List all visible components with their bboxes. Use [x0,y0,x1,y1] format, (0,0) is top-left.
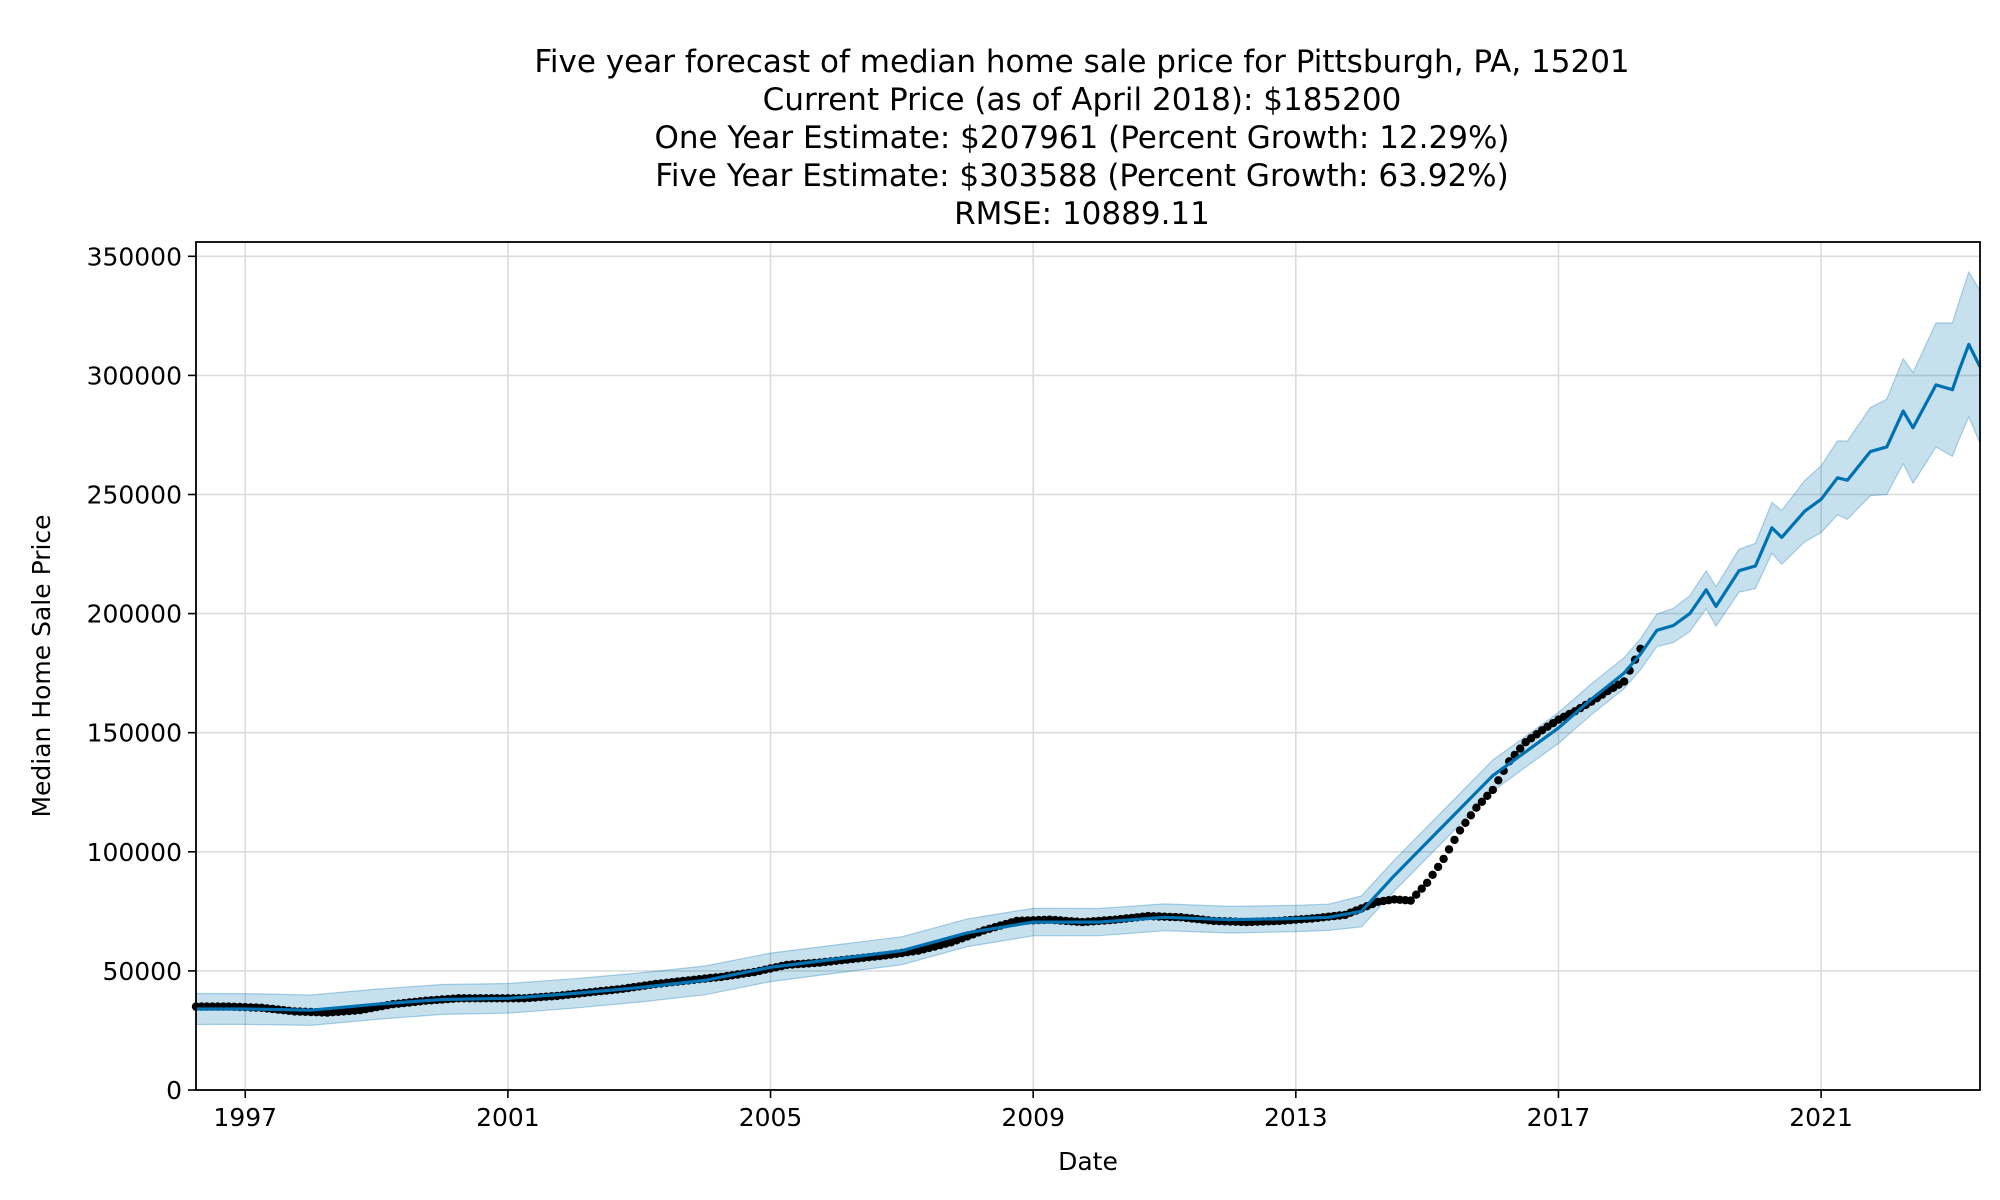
uncertainty-interval [195,270,1981,1027]
y-tick-label-100000: 100000 [87,838,182,867]
observed-point-224 [1417,884,1426,893]
title-line-2: Current Price (as of April 2018): $18520… [763,82,1402,118]
x-tick-label-2013: 2013 [1264,1103,1328,1132]
x-tick-label-2021: 2021 [1789,1103,1853,1132]
observed-point-261 [1619,677,1629,686]
observed-point-230 [1450,835,1459,845]
observed-point-237 [1488,785,1498,795]
observed-point-222 [1406,896,1415,905]
forecast-line [196,342,1982,1012]
grid-lines [196,242,1980,1091]
observed-point-232 [1461,818,1470,827]
y-axis-label: Median Home Sale Price [27,514,56,817]
observed-point-242 [1516,744,1525,753]
observed-point-236 [1483,791,1492,800]
x-axis-label: Date [1058,1147,1118,1176]
chart-title: Five year forecast of median home sale p… [534,44,1629,232]
y-tick-label-0: 0 [166,1076,182,1105]
y-tick-label-300000: 300000 [87,361,182,390]
forecast-series [196,342,1982,1012]
x-tick-label-2017: 2017 [1527,1103,1591,1132]
title-line-4: Five Year Estimate: $303588 (Percent Gro… [655,158,1508,194]
x-tick-label-2005: 2005 [739,1103,803,1132]
title-line-5: RMSE: 10889.11 [954,196,1210,232]
observed-point-233 [1466,811,1476,820]
x-tick-label-1997: 1997 [213,1103,277,1132]
y-axis-ticks: 0 50000 100000 150000 200000 250000 300000 3500… [87,242,196,1105]
y-tick-label-50000: 50000 [102,957,182,986]
uncertainty-band [195,270,1981,1027]
y-tick-label-200000: 200000 [87,600,182,629]
title-line-1: Five year forecast of median home sale p… [534,44,1629,80]
observed-point-234 [1472,803,1481,812]
observed-point-231 [1455,826,1465,835]
observed-point-223 [1412,890,1421,899]
observed-point-226 [1428,870,1437,879]
x-tick-label-2009: 2009 [1001,1103,1065,1132]
y-tick-label-250000: 250000 [87,480,182,509]
title-line-3: One Year Estimate: $207961 (Percent Grow… [655,120,1510,156]
x-axis-ticks: 1997 2001 2005 2009 2013 2017 2021 [213,1090,1853,1132]
observed-point-228 [1439,854,1448,864]
observed-point-235 [1477,797,1487,806]
y-tick-label-150000: 150000 [87,719,182,748]
observed-point-227 [1433,862,1443,872]
y-tick-label-350000: 350000 [87,242,182,271]
observed-point-238 [1494,776,1503,785]
x-tick-label-2001: 2001 [476,1103,540,1132]
observed-point-229 [1444,845,1454,854]
plot-frame [195,241,1981,1091]
observed-point-225 [1422,878,1432,887]
